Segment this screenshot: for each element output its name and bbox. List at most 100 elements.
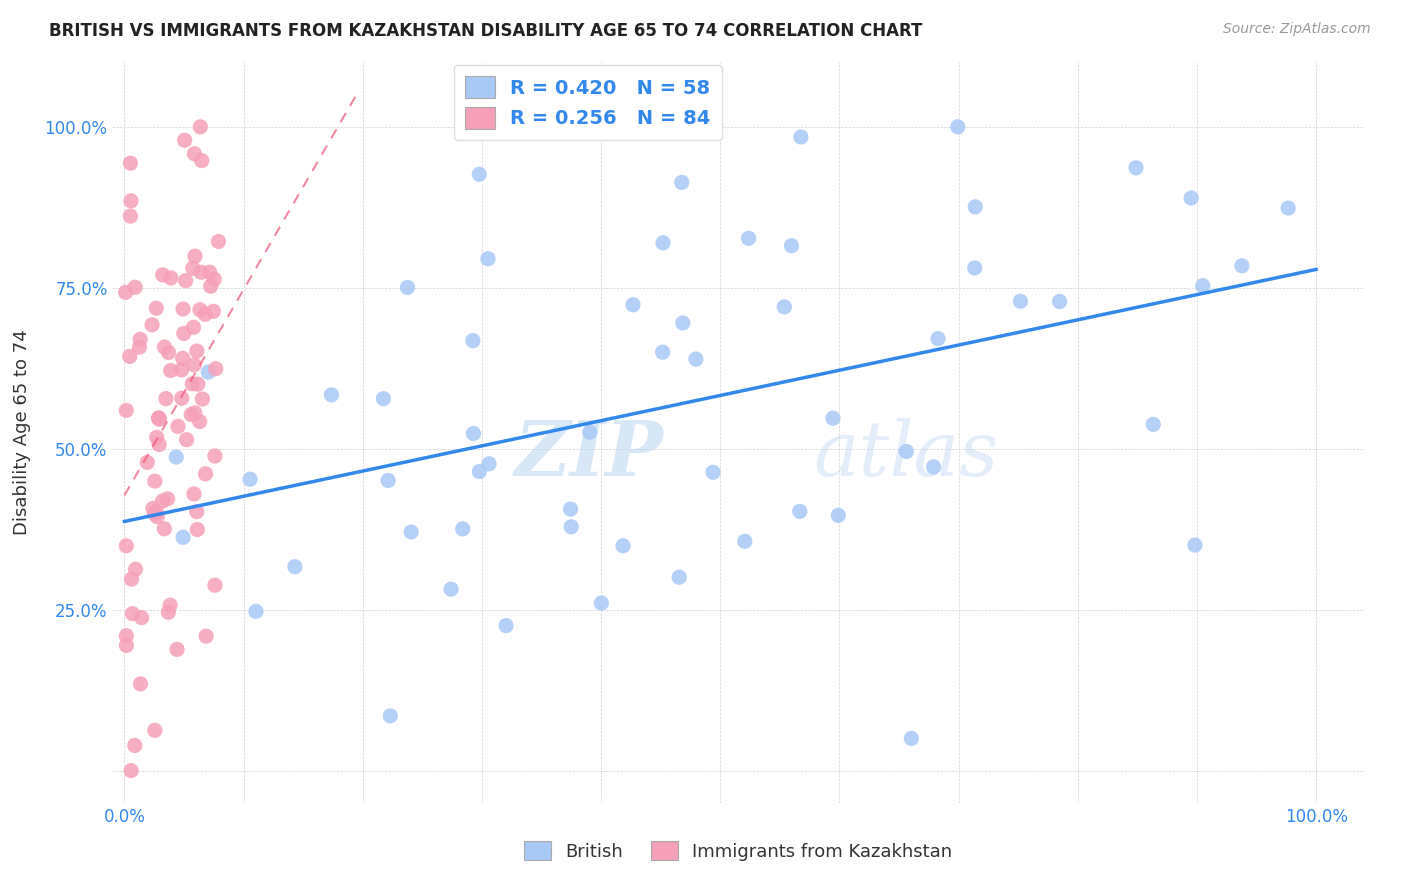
- Point: [1191, 278, 1213, 293]
- Point: [115, 539, 138, 553]
- Point: [129, 332, 152, 346]
- Point: [146, 509, 169, 524]
- Point: [560, 520, 582, 534]
- Point: [671, 175, 693, 189]
- Point: [461, 334, 484, 348]
- Point: [186, 523, 208, 537]
- Point: [148, 437, 170, 451]
- Point: [495, 618, 517, 632]
- Point: [591, 596, 613, 610]
- Point: [157, 605, 180, 619]
- Point: [187, 377, 209, 392]
- Text: BRITISH VS IMMIGRANTS FROM KAZAKHSTAN DISABILITY AGE 65 TO 74 CORRELATION CHART: BRITISH VS IMMIGRANTS FROM KAZAKHSTAN DI…: [49, 22, 922, 40]
- Point: [166, 642, 188, 657]
- Point: [131, 610, 153, 624]
- Point: [773, 300, 796, 314]
- Point: [121, 572, 143, 586]
- Point: [927, 332, 949, 346]
- Point: [946, 120, 969, 134]
- Text: Source: ZipAtlas.com: Source: ZipAtlas.com: [1223, 22, 1371, 37]
- Point: [120, 209, 142, 223]
- Point: [468, 167, 491, 181]
- Point: [652, 235, 675, 250]
- Legend: British, Immigrants from Kazakhstan: British, Immigrants from Kazakhstan: [517, 833, 959, 868]
- Point: [790, 130, 813, 145]
- Point: [373, 392, 395, 406]
- Point: [821, 411, 844, 425]
- Point: [115, 639, 138, 653]
- Point: [204, 361, 226, 376]
- Point: [115, 629, 138, 643]
- Point: [173, 133, 195, 147]
- Point: [124, 739, 146, 753]
- Y-axis label: Disability Age 65 to 74: Disability Age 65 to 74: [13, 330, 31, 535]
- Point: [1180, 191, 1202, 205]
- Point: [204, 578, 226, 592]
- Point: [1049, 294, 1071, 309]
- Point: [115, 403, 138, 417]
- Point: [190, 153, 212, 168]
- Point: [160, 271, 183, 285]
- Point: [380, 709, 402, 723]
- Point: [165, 450, 187, 464]
- Point: [734, 534, 756, 549]
- Point: [172, 301, 194, 316]
- Point: [188, 415, 211, 429]
- Point: [399, 524, 422, 539]
- Point: [1142, 417, 1164, 432]
- Point: [142, 501, 165, 516]
- Point: [145, 430, 167, 444]
- Point: [188, 120, 211, 134]
- Point: [170, 363, 193, 377]
- Point: [478, 457, 501, 471]
- Point: [184, 249, 207, 263]
- Point: [1230, 259, 1253, 273]
- Point: [922, 459, 945, 474]
- Point: [120, 764, 142, 778]
- Point: [155, 392, 177, 406]
- Point: [172, 530, 194, 544]
- Point: [463, 426, 485, 441]
- Point: [145, 504, 167, 518]
- Point: [468, 465, 491, 479]
- Point: [157, 345, 180, 359]
- Point: [176, 433, 198, 447]
- Point: [183, 487, 205, 501]
- Point: [148, 412, 170, 426]
- Point: [170, 391, 193, 405]
- Point: [672, 316, 695, 330]
- Point: [152, 268, 174, 282]
- Point: [186, 344, 208, 359]
- Point: [194, 467, 217, 481]
- Point: [651, 345, 673, 359]
- Point: [1184, 538, 1206, 552]
- Point: [621, 298, 644, 312]
- Point: [737, 231, 759, 245]
- Point: [124, 280, 146, 294]
- Point: [124, 562, 146, 576]
- Point: [377, 474, 399, 488]
- Point: [451, 522, 474, 536]
- Point: [183, 146, 205, 161]
- Point: [195, 629, 218, 643]
- Point: [191, 392, 214, 406]
- Point: [560, 502, 582, 516]
- Point: [120, 194, 142, 208]
- Point: [1010, 294, 1032, 309]
- Point: [174, 274, 197, 288]
- Point: [186, 505, 208, 519]
- Point: [181, 376, 204, 391]
- Point: [184, 406, 207, 420]
- Point: [118, 350, 141, 364]
- Point: [963, 260, 986, 275]
- Point: [198, 265, 221, 279]
- Point: [190, 265, 212, 279]
- Point: [173, 326, 195, 341]
- Point: [128, 340, 150, 354]
- Point: [148, 411, 170, 425]
- Point: [141, 318, 163, 332]
- Point: [197, 365, 219, 379]
- Point: [136, 455, 159, 469]
- Point: [194, 307, 217, 321]
- Point: [202, 272, 225, 286]
